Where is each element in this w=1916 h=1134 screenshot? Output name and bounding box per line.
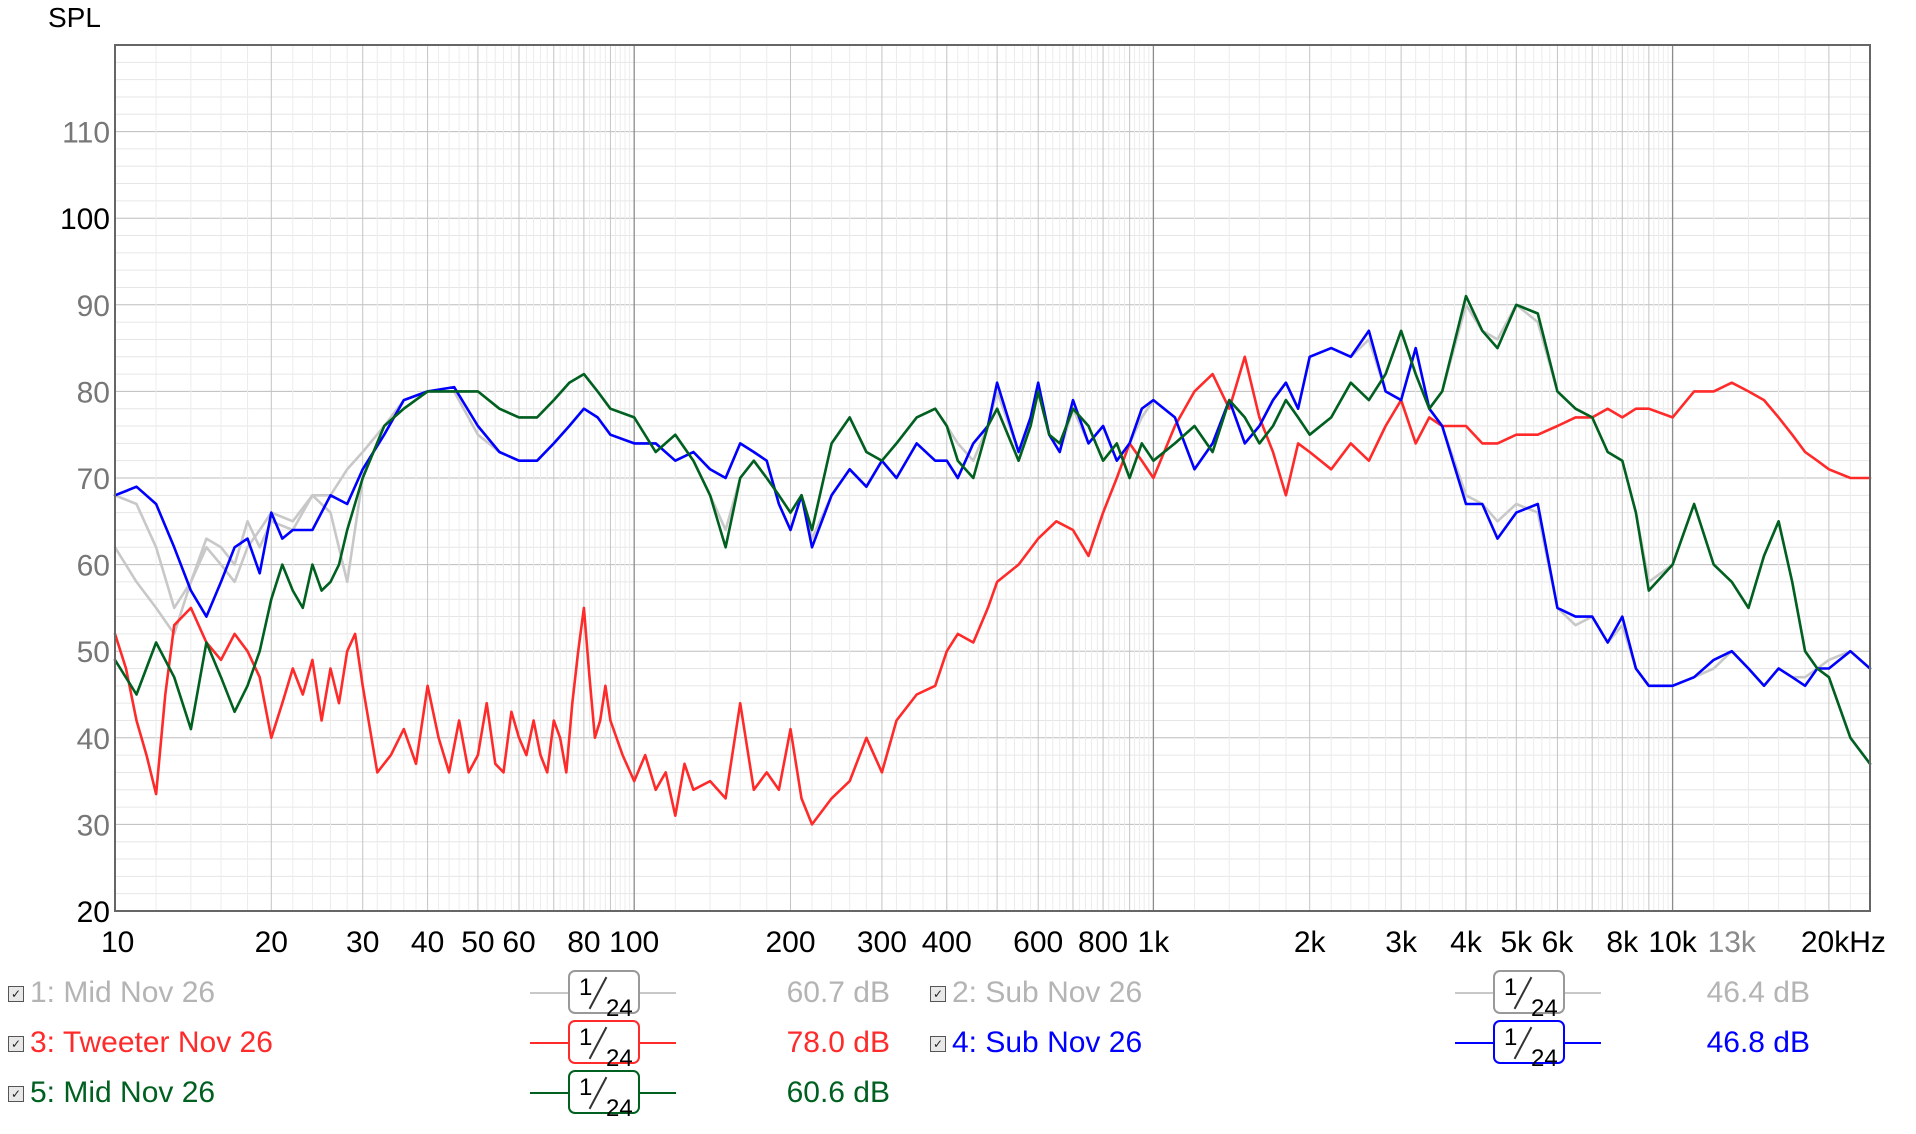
y-tick-label: 40: [77, 723, 110, 756]
series-line-4: [113, 329, 1872, 688]
x-tick-label: 50: [461, 926, 494, 959]
y-tick-label: 110: [62, 117, 110, 150]
smoothing-numerator: 1: [579, 1074, 593, 1101]
series-line-5: [113, 294, 1872, 766]
x-tick-label: 300: [857, 926, 907, 959]
x-tick-label: 3k: [1385, 926, 1418, 959]
x-tick-label: 20: [255, 926, 288, 959]
legend-level-value: 60.7 dB: [786, 976, 890, 1009]
y-tick-label: 80: [77, 376, 110, 409]
legend-level-value: 78.0 dB: [786, 1026, 890, 1059]
x-tick-label: 30: [346, 926, 379, 959]
legend-item: ✓ 3: Tweeter Nov 26 1 24 78.0 dB: [0, 1018, 1916, 1072]
smoothing-numerator: 1: [579, 1024, 593, 1051]
y-tick-label: 100: [60, 203, 110, 236]
legend-checkbox[interactable]: ✓: [8, 1036, 24, 1052]
legend-item: ✓ 2: Sub Nov 26 1 24 46.4 dB: [0, 968, 1916, 1022]
x-tick-label: 100: [609, 926, 659, 959]
y-tick-label: 30: [77, 809, 110, 842]
smoothing-denominator: 24: [606, 1045, 633, 1072]
legend-checkbox[interactable]: ✓: [8, 986, 24, 1002]
smoothing-button[interactable]: 1 24: [1455, 970, 1601, 1022]
series-line-3: [113, 355, 1872, 826]
legend-series-name: 1: Mid Nov 26: [30, 976, 216, 1009]
x-tick-label: 400: [922, 926, 972, 959]
smoothing-box: 1 24: [1493, 970, 1565, 1022]
x-tick-label: 13k: [1708, 926, 1757, 959]
x-tick-label: 800: [1078, 926, 1128, 959]
legend-series-name: 5: Mid Nov 26: [30, 1076, 216, 1109]
y-tick-label: 90: [77, 290, 110, 323]
y-tick-label: 60: [77, 550, 110, 583]
legend-series-name: 4: Sub Nov 26: [952, 1026, 1143, 1059]
smoothing-box: 1 24: [568, 970, 640, 1022]
y-axis-ticks: 20 30 40 50 60 70 80 90 100 110: [60, 117, 110, 929]
smoothing-numerator: 1: [579, 974, 593, 1001]
x-tick-label: 60: [502, 926, 535, 959]
smoothing-numerator: 1: [1504, 1024, 1518, 1051]
smoothing-denominator: 24: [1531, 995, 1558, 1022]
legend-level-value: 46.8 dB: [1706, 1026, 1810, 1059]
x-tick-label: 80: [567, 926, 600, 959]
y-axis-label: SPL: [48, 2, 101, 33]
x-tick-label: 4k: [1450, 926, 1483, 959]
legend-checkbox[interactable]: ✓: [8, 1086, 24, 1102]
x-tick-label: 10k: [1648, 926, 1697, 959]
legend-series-name: 3: Tweeter Nov 26: [30, 1026, 273, 1059]
legend-level-value: 46.4 dB: [1706, 976, 1810, 1009]
x-tick-label: 10: [101, 926, 134, 959]
smoothing-numerator: 1: [1504, 974, 1518, 1001]
smoothing-box: 1 24: [568, 1070, 640, 1122]
legend-level-value: 60.6 dB: [786, 1076, 890, 1109]
x-tick-label: 1k: [1138, 926, 1171, 959]
x-tick-label: 200: [765, 926, 815, 959]
legend-item: ✓ 5: Mid Nov 26 1 24 60.6 dB: [0, 1068, 1916, 1122]
legend-series-name: 2: Sub Nov 26: [952, 976, 1143, 1009]
legend-item: ✓ 4: Sub Nov 26 1 24 46.8 dB: [0, 1018, 1916, 1072]
smoothing-button[interactable]: 1 24: [530, 1070, 676, 1122]
smoothing-denominator: 24: [606, 1095, 633, 1122]
x-axis-ticks: 10 20 30 40 50 60 80 100 200 300 400 600 800 1k 2k 3k 4k…: [101, 926, 1886, 959]
x-tick-label: 5k: [1500, 926, 1533, 959]
y-tick-label: 50: [77, 636, 110, 669]
legend-checkbox[interactable]: ✓: [930, 1036, 946, 1052]
smoothing-denominator: 24: [1531, 1045, 1558, 1072]
x-tick-label: 40: [411, 926, 444, 959]
legend-item: ✓ 1: Mid Nov 26 1 24 60.7 dB: [0, 968, 1916, 1022]
legend-checkbox[interactable]: ✓: [930, 986, 946, 1002]
plot-frame: [114, 44, 1871, 912]
legend: ✓ 1: Mid Nov 26 1 24 60.7 dB ✓ 2: Sub Nov 26 1 2…: [0, 960, 1916, 1122]
x-tick-label: 20kHz: [1801, 926, 1886, 959]
traces: [113, 294, 1872, 826]
smoothing-button[interactable]: 1 24: [1455, 1020, 1601, 1072]
grid: [115, 45, 1870, 911]
x-tick-label: 600: [1013, 926, 1063, 959]
smoothing-box: 1 24: [1493, 1020, 1565, 1072]
y-tick-label: 20: [77, 896, 110, 929]
smoothing-box: 1 24: [568, 1020, 640, 1072]
smoothing-button[interactable]: 1 24: [530, 1020, 676, 1072]
x-tick-label: 6k: [1542, 926, 1575, 959]
smoothing-button[interactable]: 1 24: [530, 970, 676, 1022]
x-tick-label: 8k: [1606, 926, 1639, 959]
smoothing-denominator: 24: [606, 995, 633, 1022]
x-tick-label: 2k: [1294, 926, 1327, 959]
y-tick-label: 70: [77, 463, 110, 496]
